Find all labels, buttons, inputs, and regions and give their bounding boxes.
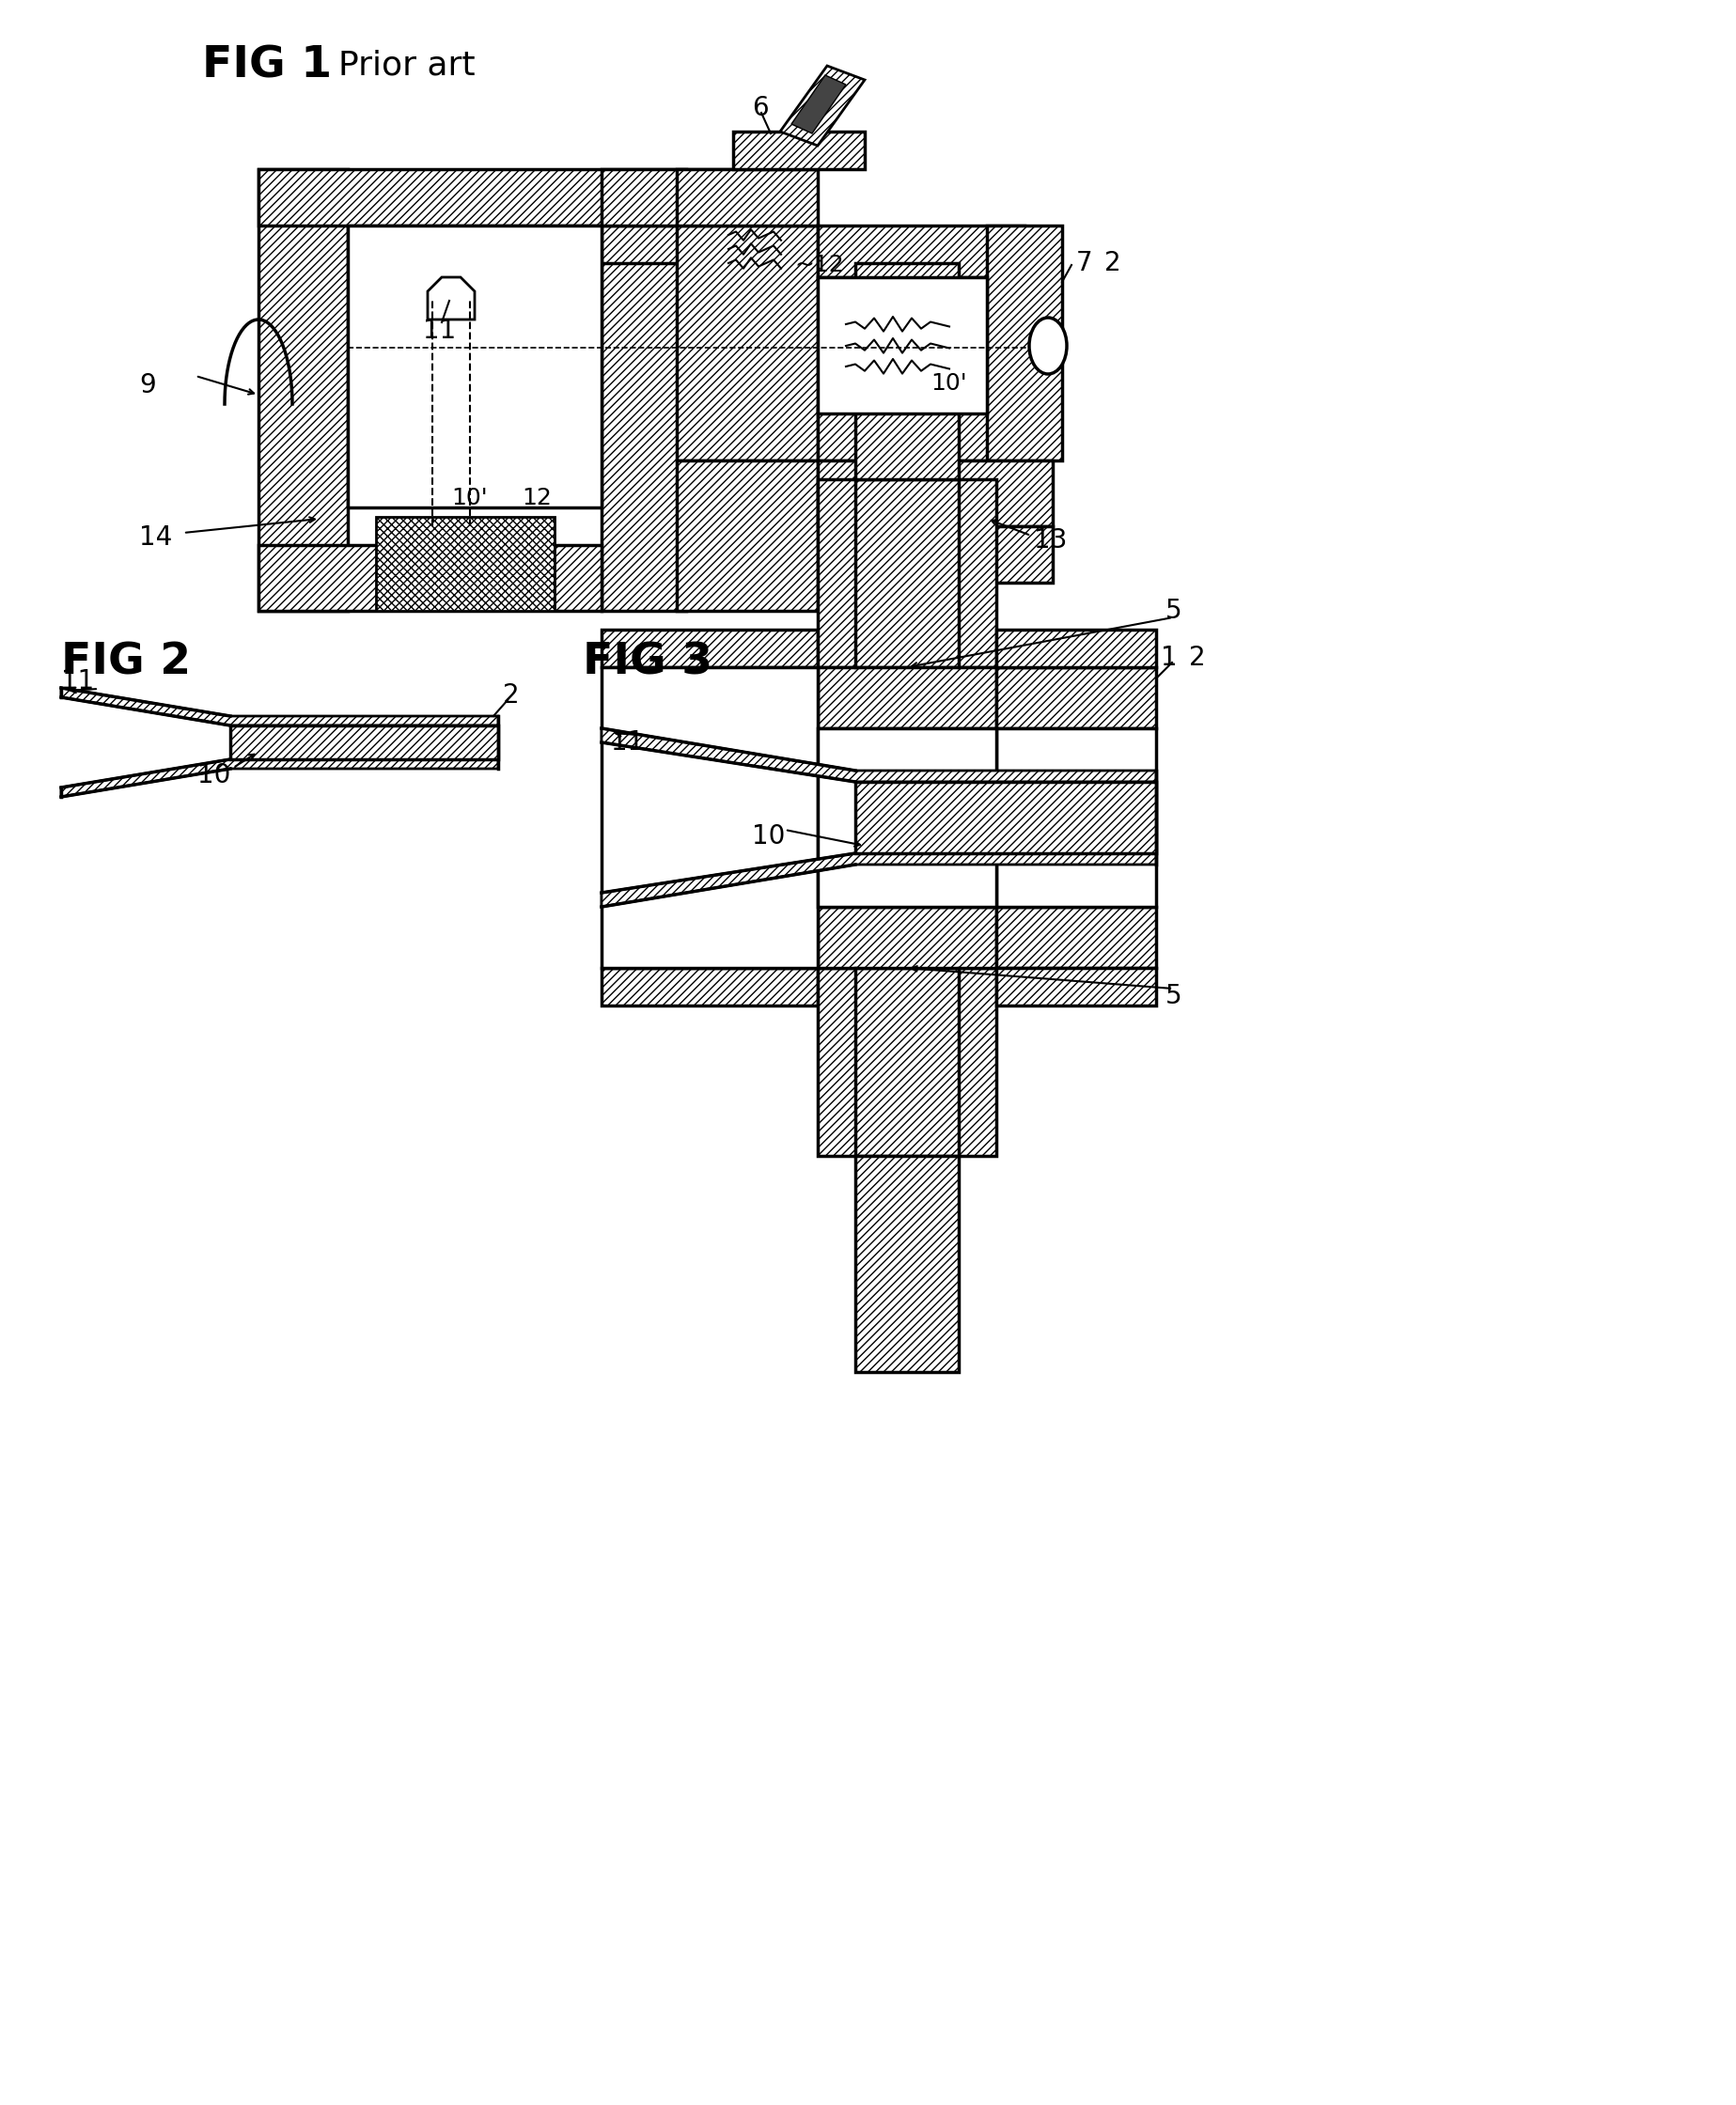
Polygon shape xyxy=(602,225,733,263)
Polygon shape xyxy=(602,853,1156,907)
Polygon shape xyxy=(818,667,996,728)
Polygon shape xyxy=(377,518,554,610)
Text: 5: 5 xyxy=(1165,598,1182,623)
Polygon shape xyxy=(259,168,686,225)
Text: FIG 3: FIG 3 xyxy=(583,642,712,684)
Polygon shape xyxy=(818,278,986,413)
Polygon shape xyxy=(818,968,996,1156)
Polygon shape xyxy=(602,225,686,610)
Polygon shape xyxy=(602,667,818,968)
Text: 2: 2 xyxy=(1189,644,1205,671)
Text: Prior art: Prior art xyxy=(339,51,476,82)
Text: 11: 11 xyxy=(424,318,457,343)
Polygon shape xyxy=(856,1156,958,1372)
Polygon shape xyxy=(61,760,498,798)
Polygon shape xyxy=(602,728,1156,781)
Text: 11: 11 xyxy=(611,728,644,756)
Polygon shape xyxy=(884,526,1052,583)
Text: ~12: ~12 xyxy=(793,255,844,276)
Polygon shape xyxy=(996,667,1156,728)
Text: 11: 11 xyxy=(61,667,94,695)
Polygon shape xyxy=(996,629,1156,667)
Text: 13: 13 xyxy=(1035,526,1068,554)
Polygon shape xyxy=(792,76,845,133)
Polygon shape xyxy=(818,907,996,968)
Polygon shape xyxy=(818,480,996,667)
Polygon shape xyxy=(61,688,498,726)
Text: 7: 7 xyxy=(1076,250,1092,276)
Polygon shape xyxy=(856,263,958,480)
Polygon shape xyxy=(602,968,818,1006)
Polygon shape xyxy=(856,781,1156,853)
Text: 14: 14 xyxy=(139,524,172,552)
Polygon shape xyxy=(996,968,1156,1006)
Polygon shape xyxy=(231,726,498,760)
Polygon shape xyxy=(602,629,818,667)
Text: 5: 5 xyxy=(1165,983,1182,1008)
Polygon shape xyxy=(677,461,818,610)
Text: FIG 2: FIG 2 xyxy=(61,642,191,684)
Text: 10: 10 xyxy=(752,823,785,850)
Polygon shape xyxy=(259,545,602,610)
Text: 10': 10' xyxy=(930,373,967,396)
Text: 10': 10' xyxy=(451,486,488,509)
Text: 12: 12 xyxy=(521,486,552,509)
Text: 2: 2 xyxy=(1104,250,1121,276)
Polygon shape xyxy=(996,907,1156,968)
Ellipse shape xyxy=(1029,318,1068,375)
Polygon shape xyxy=(733,131,865,168)
Text: 6: 6 xyxy=(752,95,769,122)
Polygon shape xyxy=(986,225,1062,461)
Polygon shape xyxy=(996,728,1156,907)
Text: 9: 9 xyxy=(139,373,156,398)
Polygon shape xyxy=(818,408,1024,461)
Text: 2: 2 xyxy=(503,682,519,709)
Polygon shape xyxy=(677,168,818,225)
Polygon shape xyxy=(259,168,347,610)
Polygon shape xyxy=(347,225,602,507)
Text: FIG 1: FIG 1 xyxy=(201,44,332,86)
Polygon shape xyxy=(818,728,996,907)
Polygon shape xyxy=(818,461,1052,526)
Polygon shape xyxy=(818,225,1024,278)
Polygon shape xyxy=(779,65,865,145)
Polygon shape xyxy=(427,278,474,320)
Polygon shape xyxy=(602,168,733,225)
Text: 1: 1 xyxy=(1161,644,1177,671)
Text: 10: 10 xyxy=(198,762,231,789)
Polygon shape xyxy=(677,225,818,461)
